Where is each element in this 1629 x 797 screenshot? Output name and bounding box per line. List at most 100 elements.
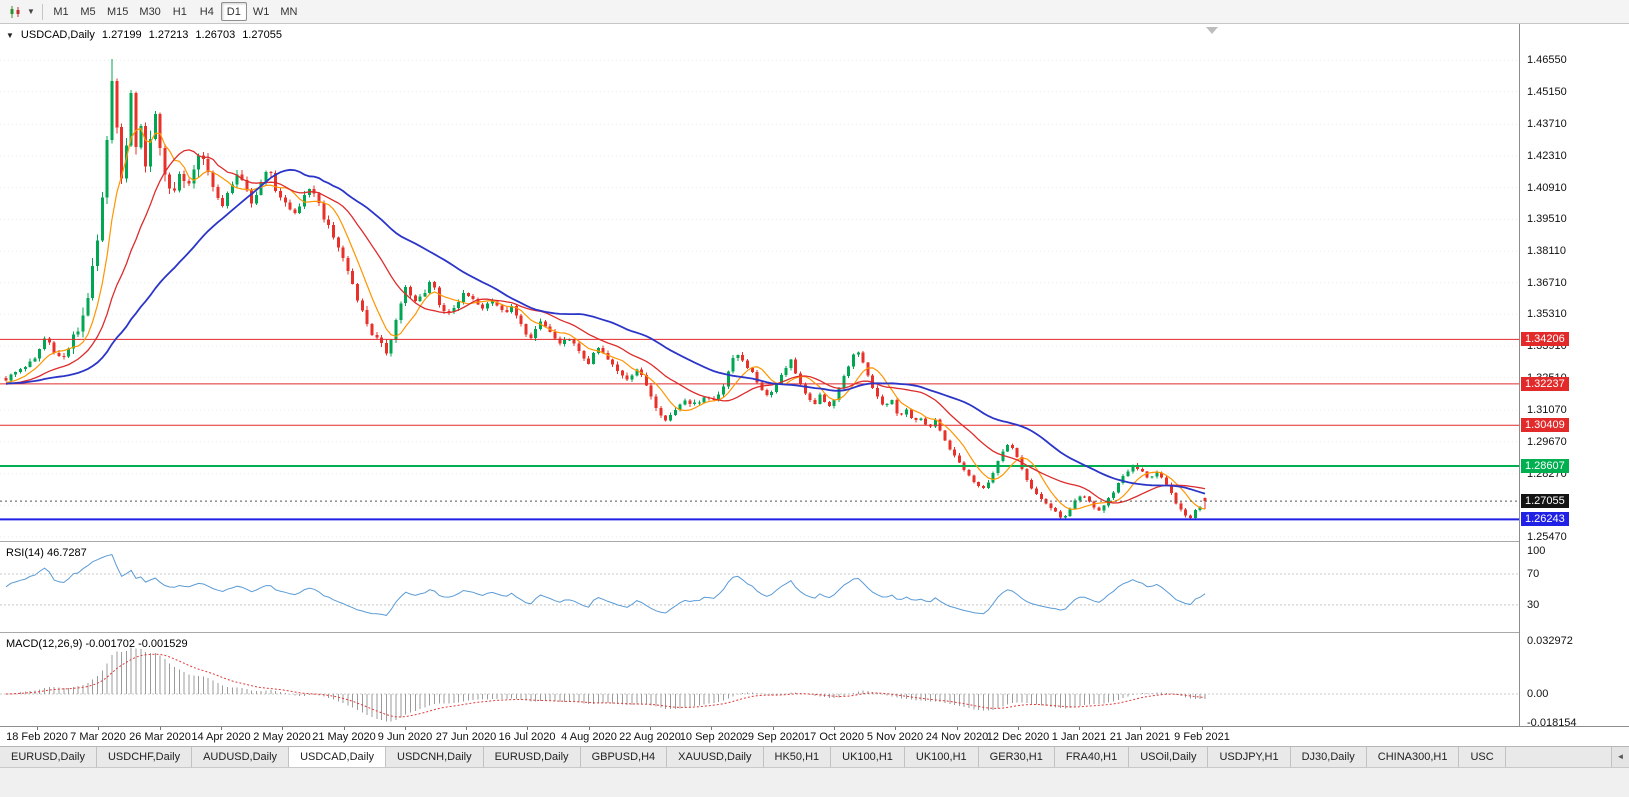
time-tick-label: 10 Sep 2020 [679,731,743,743]
price-tick-label: 1.45150 [1527,85,1567,98]
timeframe-button-m5[interactable]: M5 [80,6,96,18]
time-tick-label: 18 Feb 2020 [6,731,68,743]
timeframe-button-m1[interactable]: M1 [53,6,69,18]
ohlc-open: 1.27199 [101,29,142,41]
chart-tab-audusd-daily[interactable]: AUDUSD,Daily [192,747,290,767]
time-tick-label: 9 Feb 2021 [1174,731,1230,743]
toolbar-separator [42,3,43,20]
time-tick [527,727,528,730]
time-tick-label: 7 Mar 2020 [70,731,126,743]
price-tick-label: 1.29670 [1527,435,1567,448]
chart-tab-usdjpy-h1[interactable]: USDJPY,H1 [1208,747,1291,767]
price-tick-label: 1.42310 [1527,150,1567,163]
chart-tab-usdchf-daily[interactable]: USDCHF,Daily [96,747,193,767]
time-tick-label: 27 Jun 2020 [435,731,497,743]
macd-signal-line [5,653,1206,718]
price-tick-label: 1.46550 [1527,54,1567,67]
timeframe-button-m30[interactable]: M30 [139,6,161,18]
price-tick-label: 1.35310 [1527,308,1567,321]
level-price-label: 1.26243 [1521,512,1569,527]
timeframe-button-w1[interactable]: W1 [252,6,270,18]
chart-tab-dj30-daily[interactable]: DJ30,Daily [1290,747,1367,767]
time-tick-label: 5 Nov 2020 [866,731,924,743]
chart-tab-usc[interactable]: USC [1459,747,1506,767]
ohlc-close: 1.27055 [242,29,282,41]
rsi-tick-label: 30 [1527,598,1540,611]
chart-tab-fra40-h1[interactable]: FRA40,H1 [1054,747,1130,767]
timeframe-button-h4[interactable]: H4 [199,6,214,18]
level-price-label: 1.34206 [1521,332,1569,347]
candles-layer [4,59,1207,520]
time-tick [773,727,774,730]
chart-tab-usoil-daily[interactable]: USOil,Daily [1129,747,1209,767]
macd-indicator-chart[interactable] [0,634,1519,726]
price-tick-label: 1.40910 [1527,181,1567,194]
chart-tab-gbpusd-h4[interactable]: GBPUSD,H4 [580,747,668,767]
time-tick-label: 16 Jul 2020 [498,731,556,743]
time-tick [160,727,161,730]
time-tick-label: 29 Sep 2020 [741,731,805,743]
chevron-down-icon[interactable]: ▼ [27,7,35,16]
candlestick-chart[interactable] [0,24,1519,541]
time-tick-label: 14 Apr 2020 [191,731,251,743]
chart-tab-ger30-h1[interactable]: GER30,H1 [978,747,1055,767]
chart-tab-hk50-h1[interactable]: HK50,H1 [763,747,832,767]
candlestick-chart-icon[interactable] [5,3,25,21]
chart-tab-xauusd-daily[interactable]: XAUUSD,Daily [667,747,764,767]
chart-tab-uk100-h1[interactable]: UK100,H1 [831,747,905,767]
tab-scroll-left-button[interactable]: ◄ [1611,747,1629,767]
chart-tab-eurusd-daily[interactable]: EURUSD,Daily [0,747,97,767]
price-tick-label: 1.25470 [1527,530,1567,543]
rsi-line [5,554,1206,616]
time-tick-label: 22 Aug 2020 [619,731,681,743]
time-tick [1140,727,1141,730]
time-tick-label: 24 Nov 2020 [925,731,989,743]
time-tick [711,727,712,730]
time-tick-label: 26 Mar 2020 [129,731,191,743]
timeframe-button-d1[interactable]: D1 [220,2,247,21]
rsi-indicator-chart[interactable] [0,543,1519,632]
chart-tab-usdcad-daily[interactable]: USDCAD,Daily [289,747,387,767]
time-tick [344,727,345,730]
rsi-indicator-label: RSI(14) 46.7287 [6,547,87,559]
time-tick [221,727,222,730]
rsi-tick-label: 70 [1527,567,1540,580]
time-axis[interactable]: 18 Feb 2020 7 Mar 2020 26 Mar 2020 14 Apr 2… [0,726,1629,746]
time-tick-label: 4 Aug 2020 [561,731,617,743]
chart-title: ▼ USDCAD,Daily 1.27199 1.27213 1.26703 1… [6,29,282,41]
macd-tick-label: 0.032972 [1527,634,1573,647]
pane-separator[interactable] [0,541,1629,542]
moving-average-7-line [5,127,1206,510]
chart-tab-eurusd-daily[interactable]: EURUSD,Daily [483,747,581,767]
chart-tab-china300-h1[interactable]: CHINA300,H1 [1366,747,1460,767]
time-tick [405,727,406,730]
time-tick-label: 2 May 2020 [253,731,311,743]
time-tick [37,727,38,730]
chart-title-collapse-icon[interactable]: ▼ [6,31,14,40]
moving-average-40-line [5,168,1206,495]
pane-separator[interactable] [0,632,1629,633]
macd-indicator-label: MACD(12,26,9) -0.001702 -0.001529 [6,638,188,650]
time-tick [834,727,835,730]
ohlc-high: 1.27213 [148,29,189,41]
time-tick [957,727,958,730]
time-tick [1079,727,1080,730]
timeframe-button-h1[interactable]: H1 [172,6,187,18]
timeframe-button-mn[interactable]: MN [280,6,298,18]
level-price-label: 1.28607 [1521,458,1569,473]
time-tick-label: 17 Oct 2020 [804,731,864,743]
price-axis[interactable]: 1.46550 1.45150 1.43710 1.42310 1.40910 1.395… [1520,24,1629,746]
chart-tab-bar: EURUSD,Daily USDCHF,Daily AUDUSD,Daily USDC… [0,746,1629,768]
timeframe-button-m15[interactable]: M15 [107,6,129,18]
level-price-label: 1.30409 [1521,418,1569,433]
macd-tick-label: 0.00 [1527,687,1549,700]
rsi-tick-label: 100 [1527,544,1546,557]
price-axis-border [1519,24,1520,746]
ohlc-low: 1.26703 [195,29,236,41]
price-tick-label: 1.43710 [1527,118,1567,131]
chart-shift-marker[interactable] [1206,27,1218,34]
chart-tab-usdcnh-daily[interactable]: USDCNH,Daily [386,747,484,767]
chart-tab-uk100-h1[interactable]: UK100,H1 [904,747,979,767]
price-tick-label: 1.39510 [1527,213,1567,226]
